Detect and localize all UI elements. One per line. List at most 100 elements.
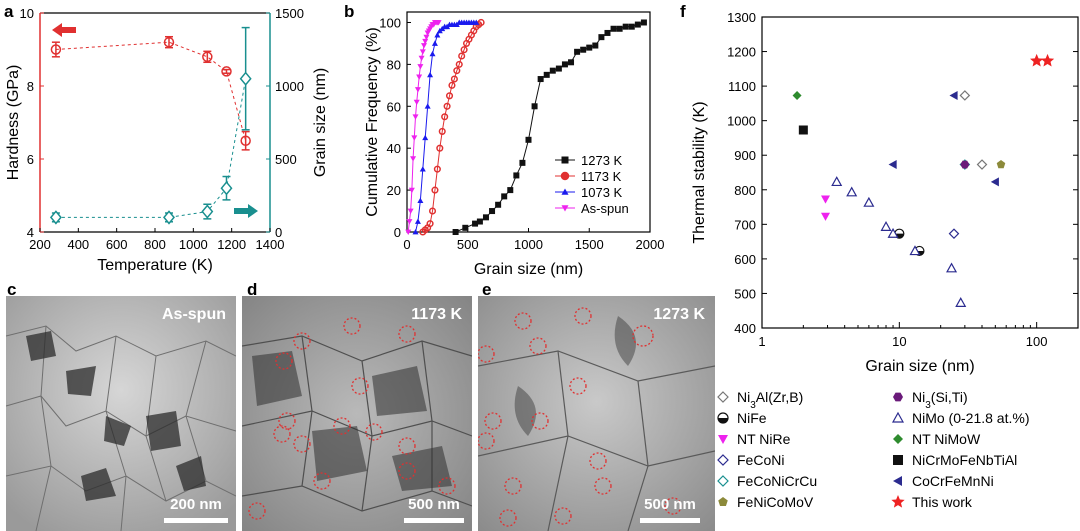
tem-grains-e: [478, 296, 715, 531]
x-tick-label: 1500: [575, 237, 604, 252]
data-point: [445, 92, 454, 100]
data-point: [431, 40, 438, 46]
panel-label-f: f: [680, 2, 686, 21]
data-point: [411, 135, 418, 141]
scatter-point-10: [888, 160, 897, 170]
data-point: [422, 134, 429, 141]
y-tick-label: 40: [387, 141, 401, 156]
x-tick-label: 400: [67, 237, 89, 252]
scale-bar-c: [164, 518, 228, 523]
data-point: [424, 103, 431, 109]
arrow-left: [52, 23, 76, 37]
data-point: [201, 204, 214, 219]
series-line-1: [55, 78, 247, 218]
data-point: [426, 220, 434, 228]
chart-f-thermal-stability: 400 500 600 700 800 900 1000 1100 1200 1300 1 10 100…: [691, 10, 1079, 510]
legend-marker: [893, 434, 903, 444]
data-point: [525, 136, 532, 143]
data-point: [435, 20, 442, 26]
scatter-point-3: [948, 228, 960, 240]
tem-label-d: 1173 K: [411, 306, 462, 323]
arrow-right: [234, 204, 258, 218]
y2-axis-label: Grain size (nm): [312, 68, 329, 177]
data-point: [549, 67, 556, 74]
series-line-2: [415, 21, 477, 233]
data-point: [501, 193, 508, 200]
legend-label: NT NiMoW: [912, 431, 981, 447]
scatter-point-7: [863, 196, 875, 207]
x-tick-label: 500: [457, 237, 479, 252]
data-point: [202, 51, 213, 63]
y-tick-label: 100: [379, 15, 401, 30]
legend-marker: [717, 412, 729, 424]
legend-marker: [561, 205, 569, 212]
scatter-point-0: [976, 159, 988, 170]
data-point: [441, 113, 449, 121]
panel-label-c: c: [7, 280, 17, 299]
data-point: [433, 165, 441, 173]
x-tick-label: 800: [144, 237, 166, 252]
y2-tick-label: 0: [275, 225, 282, 240]
data-point: [628, 23, 635, 30]
tem-grains-d: [242, 296, 472, 531]
data-point: [221, 66, 232, 77]
data-point: [452, 229, 459, 235]
scale-text-c: 200 nm: [170, 496, 222, 513]
legend-marker: [560, 171, 570, 181]
data-point: [428, 207, 437, 215]
data-point: [592, 42, 599, 49]
data-point: [448, 81, 456, 89]
data-point: [423, 34, 430, 41]
x-axis-label: Temperature (K): [97, 257, 213, 274]
data-point: [421, 43, 428, 49]
tem-image-as-spun: As-spun 200 nm: [6, 296, 236, 531]
y-tick-label: 1200: [727, 45, 756, 60]
data-point: [537, 76, 544, 83]
data-point: [427, 71, 434, 78]
data-point: [476, 218, 483, 225]
scatter-point-11: [1040, 53, 1055, 67]
data-point: [458, 52, 466, 60]
legend-label: 1173 K: [581, 169, 622, 184]
data-point: [640, 19, 647, 26]
data-point: [634, 21, 641, 28]
y-tick-label: 400: [734, 321, 756, 336]
tem-label-c: As-spun: [162, 306, 226, 323]
scatter-point-10: [990, 177, 999, 187]
scatter-point-2: [821, 195, 831, 204]
scatter-point-6: [960, 160, 970, 169]
y-tick-label: 0: [394, 225, 401, 240]
data-point: [239, 71, 252, 86]
x-tick-label: 2000: [636, 237, 665, 252]
data-point: [406, 219, 413, 225]
data-point: [495, 201, 502, 208]
data-point: [531, 103, 538, 110]
data-point: [561, 61, 568, 68]
data-point: [482, 214, 489, 221]
data-point: [419, 166, 426, 172]
legend-marker: [893, 392, 903, 402]
y2-tick-label: 500: [275, 152, 297, 167]
data-point: [616, 25, 623, 32]
chart-a-hardness-grain-size: 200 400 600 800 1000 1200 1400 4 6 8 10 0 500 1000 150…: [5, 6, 329, 274]
data-point: [438, 127, 446, 135]
scatter-point-7: [909, 245, 921, 256]
panel-label-e: e: [482, 280, 492, 299]
data-point: [417, 64, 424, 70]
scale-text-e: 500 nm: [644, 496, 696, 513]
y-tick-label: 10: [20, 6, 34, 21]
panel-label-b: b: [344, 2, 355, 21]
data-point: [610, 25, 617, 32]
tem-image-1173k: 1173 K 500 nm: [242, 296, 472, 531]
y2-tick-label: 1500: [275, 6, 304, 21]
scatter-point-7: [880, 221, 892, 231]
data-point: [598, 34, 605, 41]
x-tick-label: 1000: [179, 237, 208, 252]
scale-bar-e: [640, 518, 700, 523]
scatter-point-0: [959, 90, 971, 101]
tem-label-e: 1273 K: [653, 306, 705, 323]
data-point: [418, 55, 425, 62]
y-tick-label: 1100: [728, 79, 756, 94]
legend-label: FeCoNiCrCu: [737, 473, 817, 489]
legend-marker: [717, 454, 729, 466]
